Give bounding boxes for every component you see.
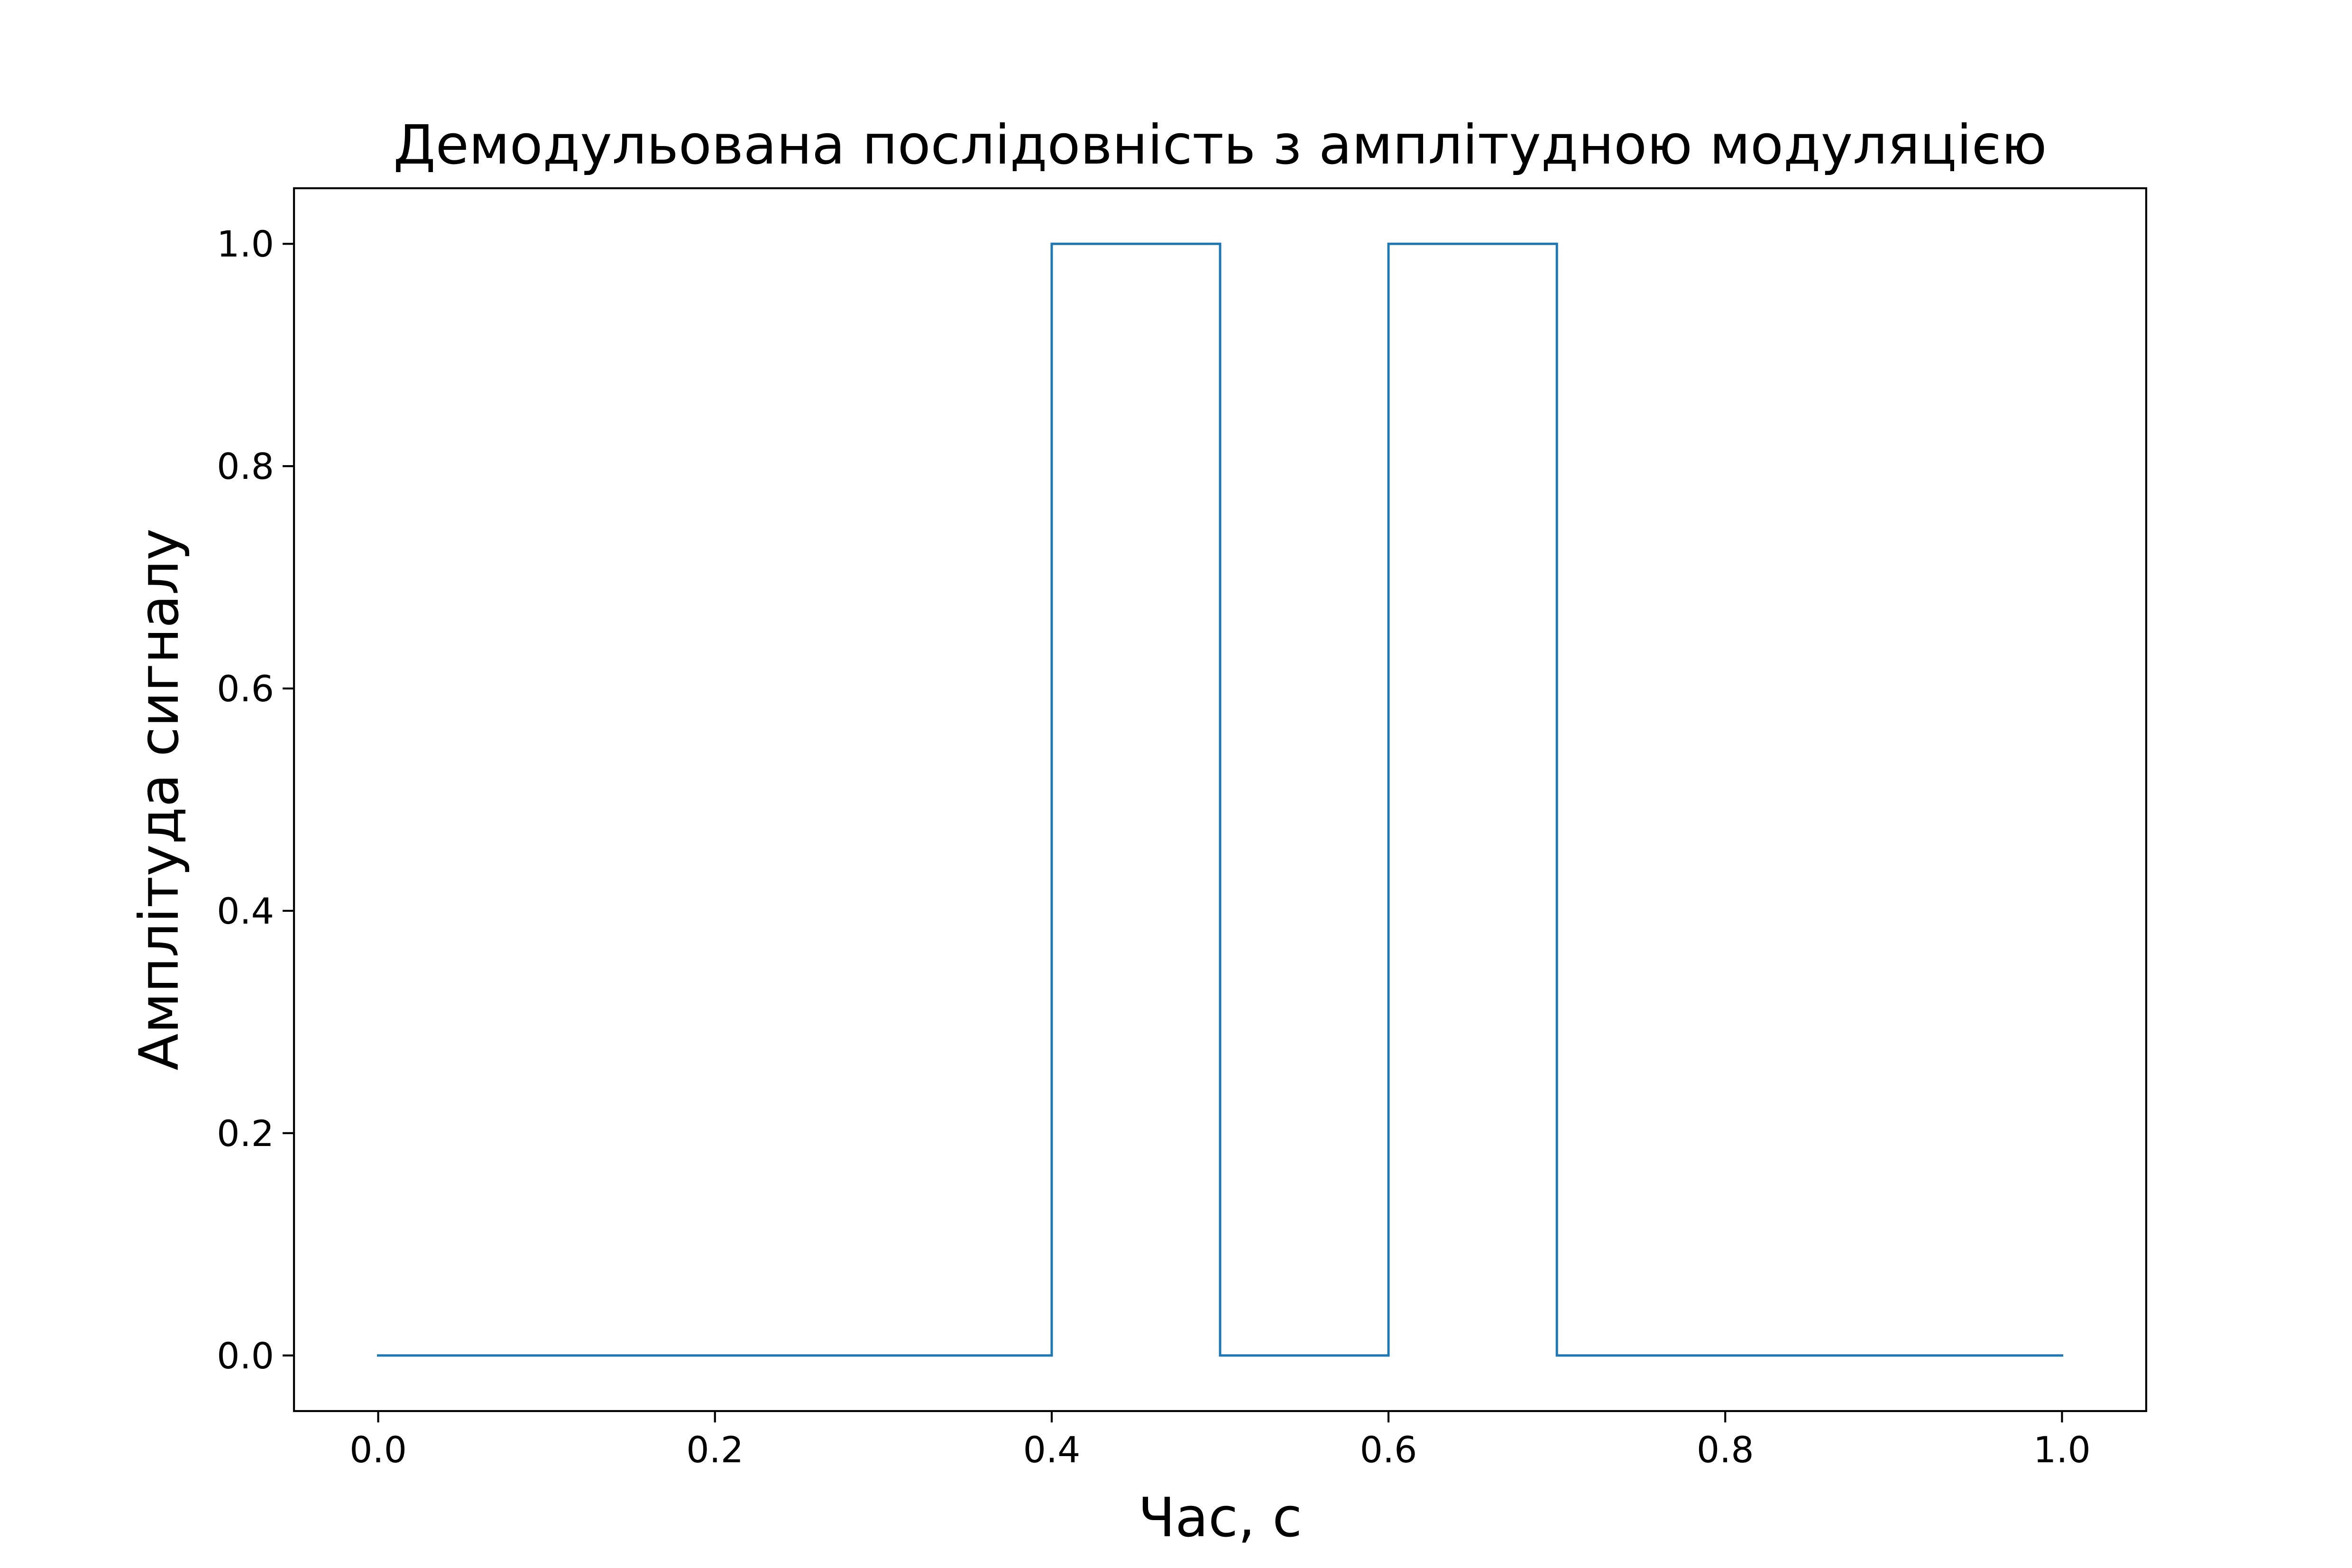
x-axis-label: Час, с: [1138, 1486, 1302, 1549]
x-tick-label: 1.0: [2033, 1429, 2091, 1471]
plot-frame: [293, 187, 2148, 1412]
y-tick-label: 0.0: [217, 1335, 274, 1377]
y-tick-label: 1.0: [217, 223, 274, 265]
x-tick-label: 0.8: [1697, 1429, 1754, 1471]
x-tick-label: 0.2: [686, 1429, 744, 1471]
y-tick-label: 0.4: [217, 890, 274, 932]
series-line-demodulated: [377, 242, 2063, 1357]
x-ticks: 0.0 0.2 0.4 0.6 0.8 1.0: [349, 1411, 2091, 1471]
chart-title: Демодульована послідовність з амплітудно…: [394, 113, 2047, 176]
x-tick-label: 0.6: [1360, 1429, 1417, 1471]
y-ticks: 0.0 0.2 0.4 0.6 0.8 1.0: [217, 223, 294, 1377]
y-tick-label: 0.6: [217, 668, 274, 710]
x-tick-label: 0.4: [1023, 1429, 1080, 1471]
y-tick-label: 0.2: [217, 1112, 274, 1155]
y-axis-label: Амплітуда сигналу: [128, 528, 191, 1070]
series-group: [377, 242, 2063, 1357]
y-tick-label: 0.8: [217, 445, 274, 487]
x-tick-label: 0.0: [349, 1429, 407, 1471]
